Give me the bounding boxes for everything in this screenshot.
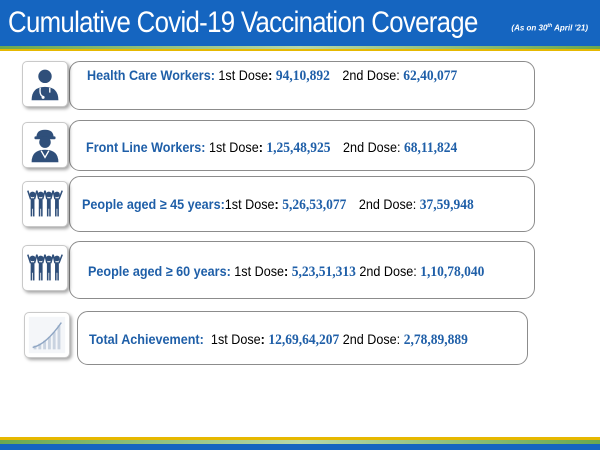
category-label: Front Line Workers: [86, 139, 206, 155]
row-text-front-line-workers: Front Line Workers: 1st Dose: 1,25,48,92… [86, 138, 457, 157]
row-text-people-45: People aged ≥ 45 years:1st Dose: 5,26,53… [82, 195, 474, 214]
header-divider-gold [0, 49, 600, 51]
people-group-icon [22, 245, 68, 291]
first-dose-value: 5,23,51,313 [291, 264, 356, 280]
header-divider-green [0, 46, 600, 49]
frontline-worker-icon [22, 122, 68, 168]
date-note-prefix: (As on 30 [511, 23, 548, 33]
second-dose-label: 2nd Dose: [358, 196, 420, 212]
date-note-sup: th [547, 23, 553, 29]
second-dose-value: 37,59,948 [419, 197, 474, 213]
row-text-health-care-workers: Health Care Workers: 1st Dose: 94,10,892… [87, 66, 457, 85]
second-dose-value: 62,40,077 [403, 68, 458, 84]
footer-divider-gold [0, 437, 600, 440]
footer-divider-green [0, 440, 600, 444]
first-dose-separator: : [284, 263, 292, 279]
first-dose-value: 12,69,64,207 [268, 332, 340, 348]
people-group-icon [22, 181, 68, 227]
first-dose-value: 1,25,48,925 [266, 140, 331, 156]
health-worker-icon [22, 61, 68, 107]
second-dose-label: 2nd Dose: [359, 263, 421, 279]
category-label: People aged ≥ 60 years: [88, 263, 231, 279]
first-dose-separator: : [268, 67, 276, 83]
first-dose-label: 1st Dose [210, 331, 261, 347]
second-dose-value: 1,10,78,040 [420, 264, 485, 280]
date-note-suffix: April '21) [552, 23, 588, 33]
row-box-people-60 [69, 241, 535, 299]
first-dose-value: 5,26,53,077 [282, 197, 347, 213]
category-label: Total Achievement: [89, 331, 204, 347]
second-dose-label: 2nd Dose: [342, 67, 404, 83]
category-label: Health Care Workers: [87, 67, 215, 83]
first-dose-label: 1st Dose [234, 263, 285, 279]
second-dose-value: 68,11,824 [403, 140, 458, 156]
date-note: (As on 30th April '21) [511, 23, 588, 33]
second-dose-value: 2,78,89,889 [403, 332, 468, 348]
row-text-people-60: People aged ≥ 60 years: 1st Dose: 5,23,5… [88, 262, 484, 281]
category-label: People aged ≥ 45 years: [82, 196, 225, 212]
first-dose-label: 1st Dose [218, 67, 269, 83]
row-box-front-line-workers [69, 120, 535, 171]
first-dose-separator: : [274, 196, 283, 212]
first-dose-value: 94,10,892 [275, 68, 330, 84]
first-dose-label: 1st Dose [224, 196, 275, 212]
row-box-health-care-workers [69, 61, 535, 110]
row-box-total-achievement [77, 311, 528, 365]
first-dose-separator: : [260, 331, 269, 347]
row-text-total-achievement: Total Achievement: 1st Dose: 12,69,64,20… [89, 330, 468, 349]
growth-chart-icon [24, 312, 70, 358]
footer-bar [0, 444, 600, 450]
second-dose-label: 2nd Dose: [343, 139, 404, 155]
second-dose-label: 2nd Dose: [342, 331, 404, 347]
first-dose-label: 1st Dose [208, 139, 259, 155]
page-title: Cumulative Covid-19 Vaccination Coverage [8, 6, 478, 39]
row-box-people-45 [69, 176, 535, 232]
header-banner: Cumulative Covid-19 Vaccination Coverage… [0, 0, 600, 46]
first-dose-separator: : [258, 139, 267, 155]
